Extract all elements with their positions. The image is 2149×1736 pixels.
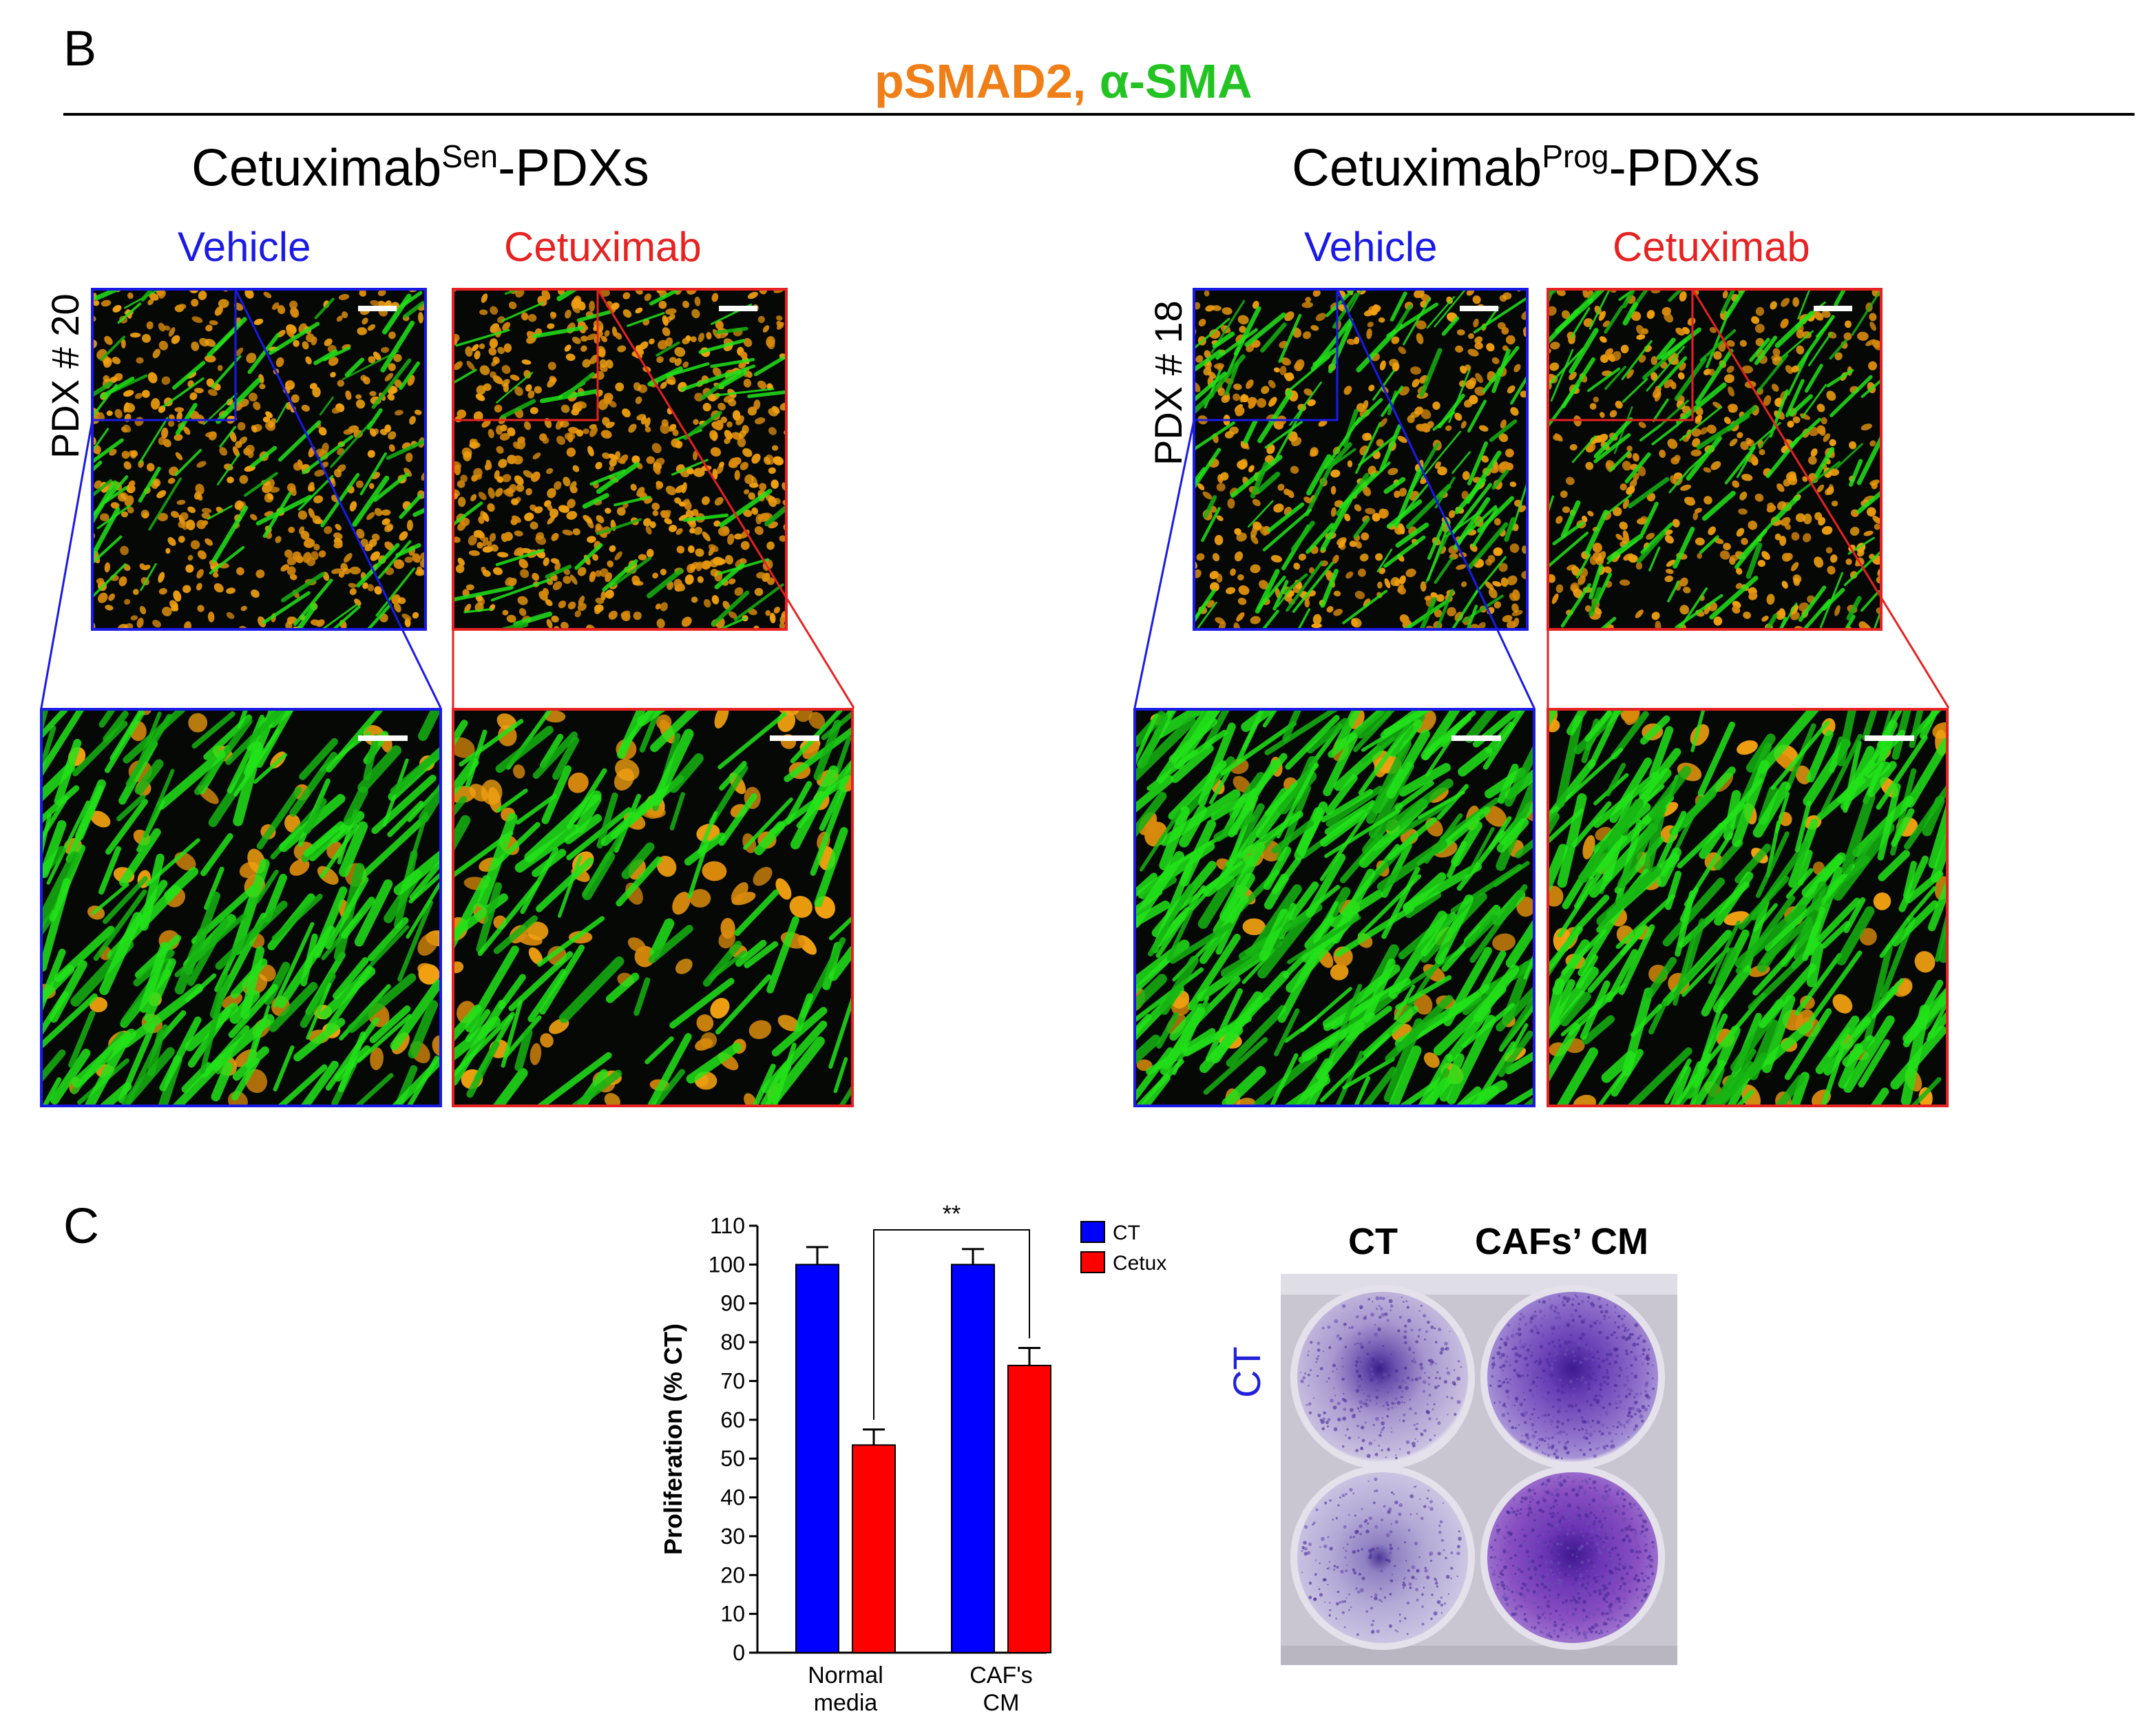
- y-axis-label: Proliferation (% CT): [659, 1324, 687, 1555]
- zoom-sen-cetuximab: [452, 708, 854, 1107]
- label-cetuximab-sen: Cetuximab: [504, 224, 702, 270]
- zoom-connectors: [40, 288, 1950, 709]
- stain-title: pSMAD2, α-SMA: [874, 54, 1252, 109]
- bar-0-0: [795, 1264, 839, 1653]
- label-vehicle-prog: Vehicle: [1304, 224, 1438, 270]
- stain-title-asma: α-SMA: [1099, 54, 1252, 108]
- y-tick-label: 70: [720, 1368, 745, 1393]
- zoom-prog-vehicle: [1133, 708, 1535, 1107]
- y-tick-label: 50: [720, 1446, 745, 1471]
- zoom-prog-cetuximab: [1547, 708, 1949, 1107]
- y-tick-label: 60: [720, 1408, 745, 1432]
- title-rule: [63, 113, 2135, 116]
- legend-label-1: Cetux: [1113, 1252, 1166, 1275]
- crystal-violet-plate: [1281, 1274, 1677, 1665]
- category-label: Normal: [808, 1662, 883, 1688]
- zoom-sen-vehicle: [40, 708, 442, 1107]
- legend-label-0: CT: [1113, 1222, 1140, 1244]
- y-tick-label: 80: [720, 1330, 745, 1355]
- y-tick-label: 10: [720, 1602, 745, 1627]
- micrograph-prog-vehicle: [1193, 288, 1529, 631]
- micrograph-prog-cetuximab: [1547, 288, 1883, 631]
- significance-bracket: [873, 1229, 1030, 1420]
- micrograph-sen-vehicle: [91, 288, 427, 631]
- category-label: CM: [983, 1690, 1020, 1716]
- y-tick-label: 90: [720, 1291, 745, 1316]
- y-tick-label: 30: [720, 1524, 745, 1549]
- panel-c-letter: C: [63, 1199, 99, 1254]
- y-tick-label: 100: [709, 1252, 745, 1277]
- bar-1-1: [1007, 1364, 1051, 1653]
- panel-b-letter: B: [63, 21, 97, 76]
- plate-col-ct: CT: [1348, 1221, 1398, 1262]
- group-title-sen: CetuximabSen-PDXs: [191, 138, 649, 198]
- category-label: media: [814, 1690, 878, 1716]
- legend-swatch-0: [1080, 1221, 1105, 1243]
- label-cetuximab-prog: Cetuximab: [1613, 224, 1810, 270]
- label-vehicle-sen: Vehicle: [178, 224, 311, 270]
- plate-col-cafs-cm: CAFs’ CM: [1475, 1221, 1649, 1262]
- legend-swatch-1: [1080, 1251, 1105, 1273]
- category-label: CAF's: [969, 1662, 1033, 1688]
- bar-0-1: [852, 1444, 896, 1653]
- stain-title-pshmad2: pSMAD2,: [874, 54, 1100, 108]
- y-tick-label: 0: [733, 1640, 745, 1665]
- micrograph-sen-cetuximab: [452, 288, 788, 631]
- y-tick-label: 20: [720, 1562, 745, 1587]
- group-title-prog: CetuximabProg-PDXs: [1292, 138, 1761, 198]
- proliferation-bar-chart: 0 10 20 30 40 50 60 70 80 90 100 110 Proliferation (…: [659, 1201, 1166, 1716]
- y-tick-label: 40: [720, 1485, 745, 1510]
- bar-1-0: [951, 1264, 995, 1653]
- y-tick-label: 110: [710, 1213, 745, 1238]
- plate-row-ct: CT: [1225, 1346, 1268, 1398]
- significance-label: **: [943, 1201, 961, 1227]
